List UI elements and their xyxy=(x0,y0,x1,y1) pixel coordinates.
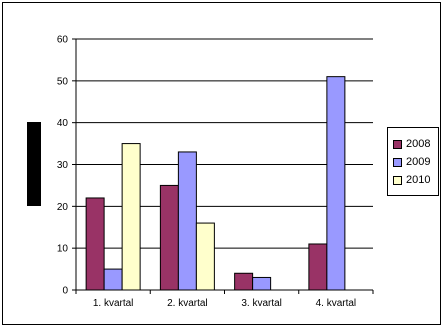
y-tick-label: 0 xyxy=(62,286,68,297)
x-tick-label: 4. kvartal xyxy=(316,298,357,309)
y-tick-label: 30 xyxy=(57,160,69,171)
x-tick-label: 3. kvartal xyxy=(241,298,282,309)
legend-item-2008: 2008 xyxy=(393,135,438,153)
legend-item-2009: 2009 xyxy=(393,153,438,171)
legend-swatch-2010 xyxy=(393,175,402,185)
bar-2008-2 xyxy=(159,184,179,291)
legend-label-2008: 2008 xyxy=(406,138,431,150)
legend-label-2009: 2009 xyxy=(406,156,431,168)
x-tick-label: 1. kvartal xyxy=(93,298,134,309)
legend-item-2010: 2010 xyxy=(393,171,438,189)
y-tick-label: 60 xyxy=(57,35,69,46)
y-tick-labels: 0 10 20 30 40 50 60 xyxy=(57,35,69,297)
bar-2008-3 xyxy=(234,272,254,291)
legend: 2008 2009 2010 xyxy=(387,127,439,196)
y-tick-label: 20 xyxy=(57,202,69,213)
legend-swatch-2008 xyxy=(393,139,402,149)
bar-2010-1 xyxy=(121,143,141,291)
bar-2008-4 xyxy=(308,243,328,291)
bar-2009-3 xyxy=(252,276,272,291)
legend-label-2010: 2010 xyxy=(406,174,431,186)
bar-2008-1 xyxy=(85,197,105,291)
axes xyxy=(72,38,374,294)
y-tick-label: 10 xyxy=(57,244,69,255)
bar-2009-1 xyxy=(103,268,123,291)
legend-swatch-2009 xyxy=(393,157,402,167)
x-tick-label: 2. kvartal xyxy=(167,298,208,309)
chart-frame xyxy=(2,2,441,325)
bar-2010-2 xyxy=(195,222,215,291)
bar-2009-2 xyxy=(177,151,197,291)
x-tick-labels: 1. kvartal 2. kvartal 3. kvartal 4. kvartal xyxy=(93,298,356,309)
bars xyxy=(85,76,346,291)
bar-2009-4 xyxy=(326,76,346,291)
y-axis-title-block xyxy=(27,122,41,206)
y-tick-label: 50 xyxy=(57,76,69,87)
y-tick-label: 40 xyxy=(57,118,69,129)
